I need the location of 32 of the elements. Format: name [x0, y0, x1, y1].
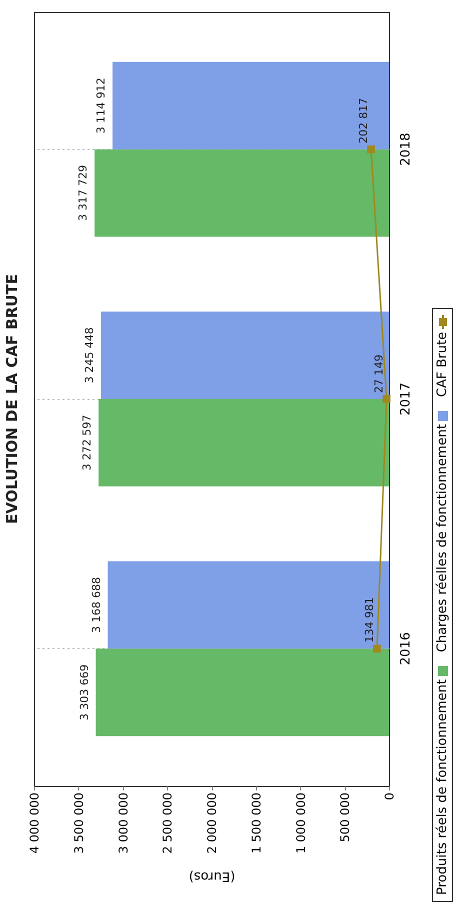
x-tick-label: 1 000 000: [294, 792, 308, 854]
text: EVOLUTION DE LA CAF BRUTE: [3, 274, 21, 524]
bar: [100, 312, 389, 399]
x-tick-label: 500 000: [338, 792, 352, 842]
data-label: 3 114 912: [94, 78, 108, 134]
x-tick-label: 3 500 000: [72, 792, 86, 854]
data-label: 3 272 597: [80, 414, 94, 471]
y-tick-label: 2018: [398, 132, 414, 166]
data-label: 202 817: [357, 98, 370, 144]
data-label: 27 149: [372, 354, 386, 393]
bar: [94, 149, 389, 237]
y-tick-label: 2016: [398, 632, 414, 666]
data-label: 3 168 688: [90, 576, 103, 633]
bar: [96, 648, 389, 736]
bar: [98, 399, 389, 486]
x-tick-label: 1 500 000: [249, 792, 264, 854]
y-tick-label: 2017: [398, 382, 414, 416]
data-label: 3 317 729: [76, 165, 90, 222]
legend-label: CAF Brute: [435, 332, 450, 398]
x-tick-label: 3 000 000: [116, 792, 130, 854]
x-tick-label: 2 500 000: [160, 792, 175, 854]
x-tick-label: 2 000 000: [205, 792, 219, 854]
data-label: 134 981: [363, 597, 376, 643]
x-tick-label: 0: [382, 792, 396, 800]
data-label: 3 245 448: [82, 327, 96, 384]
data-label: 3 303 669: [78, 664, 91, 720]
bar: [108, 561, 389, 649]
legend-label: Produits réels de fonctionnement: [435, 679, 450, 895]
bar: [112, 62, 389, 150]
legend-label: Charges réelles de fonctionnement: [435, 424, 450, 652]
x-axis-title: (Euros): [188, 868, 236, 884]
x-tick-label: 4 000 000: [28, 792, 42, 854]
